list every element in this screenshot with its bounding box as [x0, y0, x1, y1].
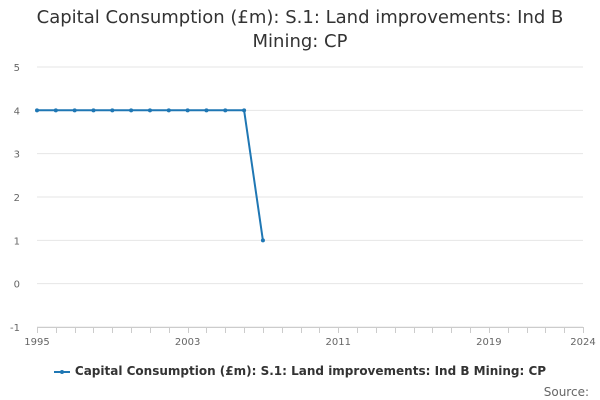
- series-layer: [35, 108, 265, 243]
- y-tick-label: 0: [14, 280, 20, 291]
- source-label: Source:: [543, 385, 589, 399]
- x-tick-label: 2003: [175, 337, 200, 348]
- chart-title-line-1: Capital Consumption (£m): S.1: Land impr…: [36, 7, 564, 28]
- series-line: [36, 109, 264, 242]
- data-point: [91, 108, 96, 113]
- y-tick-label: 3: [14, 150, 20, 161]
- grid-layer: [37, 66, 583, 328]
- data-point: [72, 108, 77, 113]
- data-point: [53, 108, 58, 113]
- data-point: [242, 108, 247, 113]
- y-tick-label: 5: [14, 63, 20, 74]
- y-tick-label: 4: [14, 106, 20, 117]
- chart-title: Capital Consumption (£m): S.1: Land impr…: [0, 6, 600, 54]
- y-tick-label: -1: [10, 323, 20, 334]
- data-point: [147, 108, 152, 113]
- data-point: [204, 108, 209, 113]
- data-point: [129, 108, 134, 113]
- data-point: [35, 108, 39, 113]
- axis-layer: -1 0 1 2 3 4 5 1995 2003 2011 2019 2024: [10, 63, 596, 348]
- x-tick-label: 1995: [24, 337, 49, 348]
- chart-title-line-2: Mining: CP: [252, 31, 348, 52]
- y-tick-label: 1: [14, 236, 20, 247]
- x-tick-label: 2024: [570, 337, 595, 348]
- data-point: [223, 108, 228, 113]
- y-tick-label: 2: [14, 193, 20, 204]
- x-tick-label: 2019: [476, 337, 501, 348]
- x-tick-label: 2011: [326, 337, 351, 348]
- data-point: [110, 108, 115, 113]
- legend-label: Capital Consumption (£m): S.1: Land impr…: [74, 364, 547, 378]
- data-point: [260, 238, 265, 243]
- data-point: [166, 108, 171, 113]
- data-point: [185, 108, 190, 113]
- legend-line-marker-icon: [53, 367, 70, 377]
- legend[interactable]: Capital Consumption (£m): S.1: Land impr…: [0, 364, 600, 378]
